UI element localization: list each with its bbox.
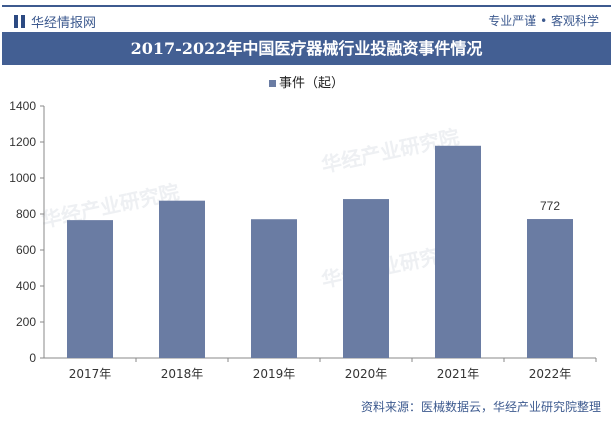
y-tick-label: 200 bbox=[16, 315, 36, 329]
brand-name: 华经情报网 bbox=[31, 16, 97, 31]
bar-2018年 bbox=[159, 200, 205, 358]
legend-label: 事件（起） bbox=[278, 76, 344, 91]
bar-2017年 bbox=[67, 220, 113, 358]
brand: 华经情报网 bbox=[14, 12, 96, 31]
bar-2021年 bbox=[435, 145, 481, 358]
data-label: 772 bbox=[540, 199, 560, 213]
y-tick-label: 1400 bbox=[9, 99, 36, 113]
x-tick-label: 2019年 bbox=[253, 367, 296, 381]
legend-swatch bbox=[268, 80, 276, 87]
x-tick-label: 2022年 bbox=[529, 367, 572, 381]
bar-2020年 bbox=[343, 199, 389, 358]
y-tick-label: 600 bbox=[16, 243, 36, 257]
y-tick-label: 0 bbox=[29, 351, 36, 365]
top-rule bbox=[2, 5, 611, 7]
legend: 事件（起） bbox=[0, 72, 613, 91]
chart-title: 2017-2022年中国医疗器械行业投融资事件情况 bbox=[2, 32, 611, 65]
x-tick-label: 2017年 bbox=[69, 367, 112, 381]
x-tick-label: 2021年 bbox=[437, 367, 480, 381]
source-note: 资料来源：医械数据云，华经产业研究院整理 bbox=[360, 400, 601, 414]
slogan: 专业严谨 • 客观科学 bbox=[488, 14, 599, 28]
x-tick-label: 2020年 bbox=[345, 367, 388, 381]
x-tick-label: 2018年 bbox=[161, 367, 204, 381]
bar-2019年 bbox=[251, 219, 297, 358]
y-tick-label: 400 bbox=[16, 279, 36, 293]
y-tick-label: 800 bbox=[16, 207, 36, 221]
y-tick-label: 1000 bbox=[9, 171, 36, 185]
bar-2022年 bbox=[527, 219, 573, 358]
y-tick-label: 1200 bbox=[9, 135, 36, 149]
brand-logo-icon bbox=[14, 15, 25, 28]
